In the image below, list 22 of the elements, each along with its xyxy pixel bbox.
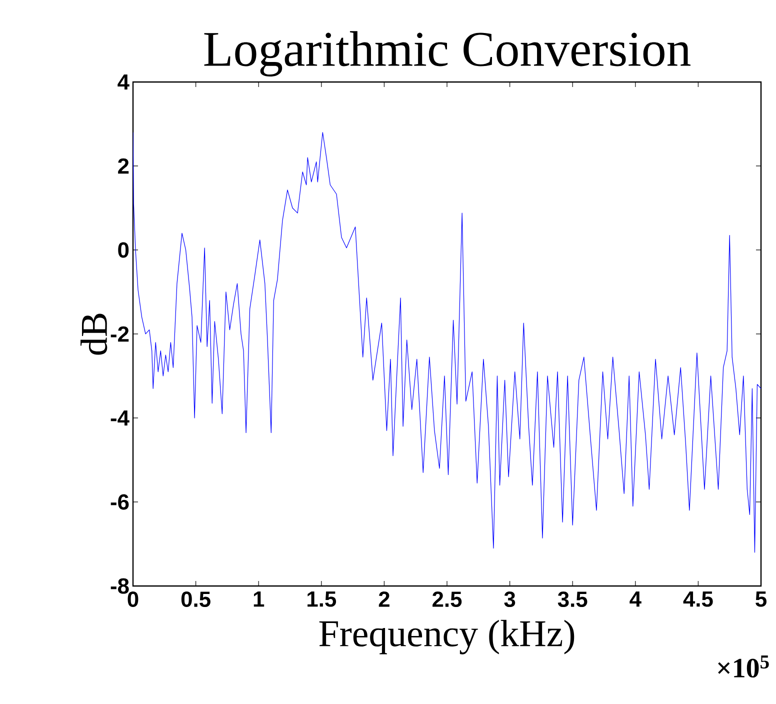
x-tick-label: 0.5 xyxy=(181,591,210,608)
x-tick-label: 5 xyxy=(756,592,766,607)
y-tick-label: -8 xyxy=(110,578,129,594)
x-tick-label: 3 xyxy=(504,591,516,608)
y-tick-label: 0 xyxy=(118,242,129,258)
chart-title: Logarithmic Conversion xyxy=(204,31,690,76)
y-tick-label: -4 xyxy=(110,410,130,426)
y-tick-label: -6 xyxy=(110,494,129,510)
x-axis-title: Frequency (kHz) xyxy=(319,620,574,654)
y-axis-title: dB xyxy=(80,314,108,355)
x-tick-label: 2 xyxy=(378,591,390,607)
text: ×10$^{5}$ xyxy=(718,656,769,678)
x-tick-label: 4.5 xyxy=(683,592,713,607)
x-tick-label: 1.5 xyxy=(308,592,336,607)
line-series xyxy=(133,132,762,553)
x-tick-label: 4 xyxy=(630,592,642,607)
x-tick-label: 1 xyxy=(254,592,264,607)
x-tick-label: 2.5 xyxy=(432,591,462,608)
y-tick-label: -2 xyxy=(110,326,129,342)
y-tick-label: 4 xyxy=(118,74,130,90)
y-tick-label: 2 xyxy=(118,158,129,174)
x-tick-label: 3.5 xyxy=(558,591,588,608)
